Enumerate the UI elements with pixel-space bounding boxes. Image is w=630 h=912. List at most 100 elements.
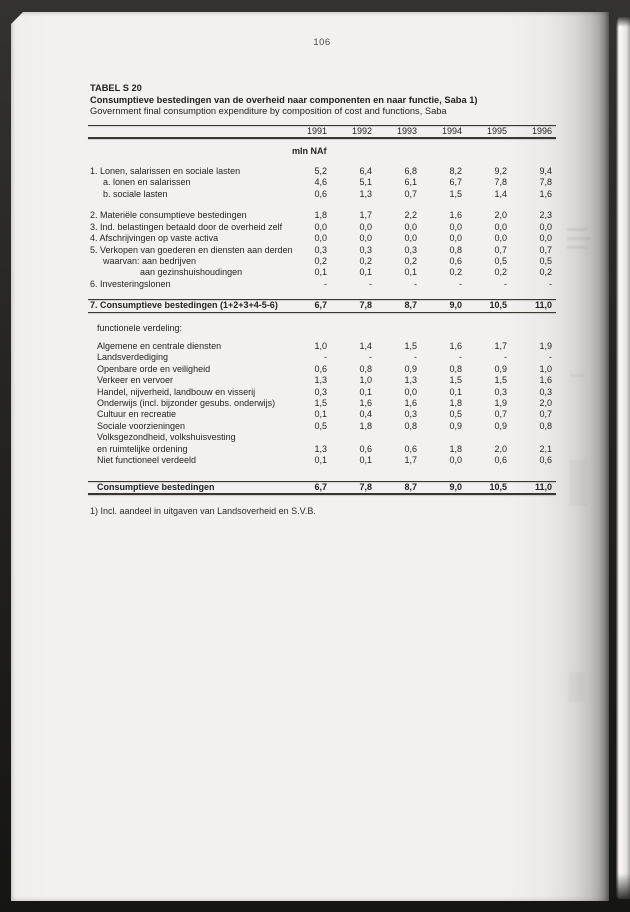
- row-label: Landsverdediging: [97, 352, 169, 363]
- value-cell: 0,3: [404, 409, 417, 420]
- row-label: 3. Ind. belastingen betaald door de over…: [90, 221, 283, 232]
- functional-rows-section: Algemene en centrale diensten 1,0 1,4 1,5 1,…: [88, 341, 556, 466]
- table-header-block: TABEL S 20 Consumptieve bestedingen van …: [90, 83, 477, 118]
- value-cell: 0,1: [404, 267, 417, 278]
- value-cell: -: [324, 278, 327, 289]
- value-cell: 1,8: [449, 397, 462, 408]
- value-cell: 0,2: [359, 255, 372, 266]
- row-label: 6. Investeringslonen: [90, 278, 171, 289]
- value-cell: 0,7: [539, 244, 552, 255]
- value-cell: 7,8: [359, 300, 372, 311]
- value-cell: 1,5: [449, 188, 462, 199]
- value-cell: 0,3: [314, 244, 327, 255]
- table-id: TABEL S 20: [90, 83, 142, 93]
- value-cell: 6,7: [449, 177, 462, 188]
- table-row: 2. Materiële consumptieve bestedingen 1,8…: [88, 210, 556, 221]
- table-row: 6. Investeringslonen - - - - - -: [88, 279, 556, 290]
- document-page: 106 TABEL S 20 Consumptieve bestedingen …: [11, 12, 609, 901]
- table-row: a. lonen en salarissen 4,6 5,1 6,1 6,7 7,8 7,8: [88, 177, 556, 188]
- value-cell: 8,2: [449, 166, 462, 176]
- table-row: Volksgezondheid, volkshuisvesting: [88, 432, 556, 443]
- value-cell: 2,0: [494, 443, 507, 454]
- value-cell: 0,0: [314, 233, 327, 244]
- table-title-dutch: Consumptieve bestedingen van de overheid…: [90, 94, 478, 105]
- value-cell: 0,2: [314, 255, 327, 266]
- value-cell: 0,9: [494, 420, 507, 431]
- value-cell: 8,7: [404, 300, 417, 311]
- value-cell: -: [459, 352, 462, 363]
- value-cell: 1,5: [494, 375, 507, 386]
- value-cell: 0,0: [539, 221, 552, 232]
- row-label: Volksgezondheid, volkshuisvesting: [97, 432, 236, 443]
- table-row: 4. Afschrijvingen op vaste activa 0,0 0,0 0…: [88, 233, 556, 244]
- row-label: 1. Lonen, salarissen en sociale lasten: [90, 166, 241, 176]
- value-cell: 8,7: [404, 481, 417, 492]
- year-header-row: 1991 1992 1993 1994 1995 1996: [88, 126, 556, 137]
- value-cell: 0,1: [359, 386, 372, 397]
- year-label: 1994: [441, 126, 462, 137]
- table-title-english: Government final consumption expenditure…: [90, 106, 447, 117]
- table-row: Verkeer en vervoer 1,3 1,0 1,3 1,5 1,5 1,6: [88, 375, 556, 386]
- value-cell: 1,6: [404, 397, 417, 408]
- value-cell: 9,0: [449, 300, 462, 311]
- value-cell: 4,6: [314, 177, 327, 188]
- value-cell: 6,8: [404, 166, 417, 176]
- value-cell: 2,1: [539, 443, 552, 454]
- value-cell: 1,8: [314, 210, 327, 221]
- table-row: waarvan: aan bedrijven 0,2 0,2 0,2 0,6 0,5 0,5: [88, 256, 556, 267]
- value-cell: 0,0: [404, 233, 417, 244]
- row-label: en ruimtelijke ordening: [97, 443, 188, 454]
- year-label: 1992: [351, 126, 372, 137]
- value-cell: 0,6: [449, 255, 462, 266]
- value-cell: 0,8: [539, 420, 552, 431]
- value-cell: 0,9: [494, 363, 507, 374]
- value-cell: 0,0: [359, 221, 372, 232]
- page-number: 106: [313, 37, 331, 48]
- value-cell: 1,4: [494, 188, 507, 199]
- value-cell: 0,0: [539, 233, 552, 244]
- total-row: Consumptieve bestedingen 6,7 7,8 8,7 9,0 10,5…: [88, 482, 556, 494]
- table-row: 5. Verkopen van goederen en diensten aan…: [88, 245, 556, 256]
- year-label: 1993: [396, 126, 417, 137]
- value-cell: 1,8: [359, 420, 372, 431]
- value-cell: 0,2: [404, 255, 417, 266]
- value-cell: 0,0: [314, 221, 327, 232]
- value-cell: 0,3: [539, 386, 552, 397]
- value-cell: 0,8: [359, 363, 372, 374]
- value-cell: 0,0: [404, 221, 417, 232]
- year-row-spacer: [88, 126, 282, 137]
- year-header: 1991 1992 1993 1994 1995 1996: [88, 125, 556, 139]
- row-label: Sociale voorzieningen: [97, 420, 186, 431]
- value-cell: 0,6: [494, 454, 507, 465]
- value-cell: 1,7: [494, 341, 507, 351]
- value-cell: 1,6: [539, 375, 552, 386]
- table-row: Openbare orde en veiligheid 0,6 0,8 0,9 0,8 0…: [88, 364, 556, 375]
- value-cell: 6,7: [314, 481, 327, 492]
- row-label: b. sociale lasten: [103, 188, 168, 199]
- value-cell: 1,7: [359, 210, 372, 221]
- total-row-bottom: Consumptieve bestedingen 6,7 7,8 8,7 9,0 10,5…: [88, 480, 556, 495]
- year-label: 1991: [306, 126, 327, 137]
- value-cell: 2,0: [494, 210, 507, 221]
- footnote: 1) Incl. aandeel in uitgaven van Landsov…: [90, 506, 316, 516]
- value-cell: 1,8: [449, 443, 462, 454]
- table-row: Niet functioneel verdeeld 0,1 0,1 1,7 0,0 0,6…: [88, 455, 556, 466]
- value-cell: 1,5: [449, 375, 462, 386]
- table-row: Onderwijs (incl. bijzonder gesubs. onder…: [88, 398, 556, 409]
- value-cell: 0,3: [404, 244, 417, 255]
- row-label: aan gezinshuishoudingen: [140, 267, 243, 278]
- header-rule-bottom: [88, 137, 556, 139]
- value-cell: 1,0: [539, 363, 552, 374]
- value-cell: -: [324, 352, 327, 363]
- value-cell: 0,1: [359, 267, 372, 278]
- total-rule-bottom: [88, 311, 556, 314]
- value-cell: 0,2: [449, 267, 462, 278]
- value-cell: 0,4: [359, 409, 372, 420]
- value-cell: 0,0: [404, 386, 417, 397]
- value-cell: 10,5: [489, 481, 507, 492]
- value-cell: 0,1: [314, 454, 327, 465]
- value-cell: 1,7: [404, 454, 417, 465]
- row-label: waarvan: aan bedrijven: [103, 255, 197, 266]
- value-cell: -: [369, 278, 372, 289]
- value-cell: 0,2: [539, 267, 552, 278]
